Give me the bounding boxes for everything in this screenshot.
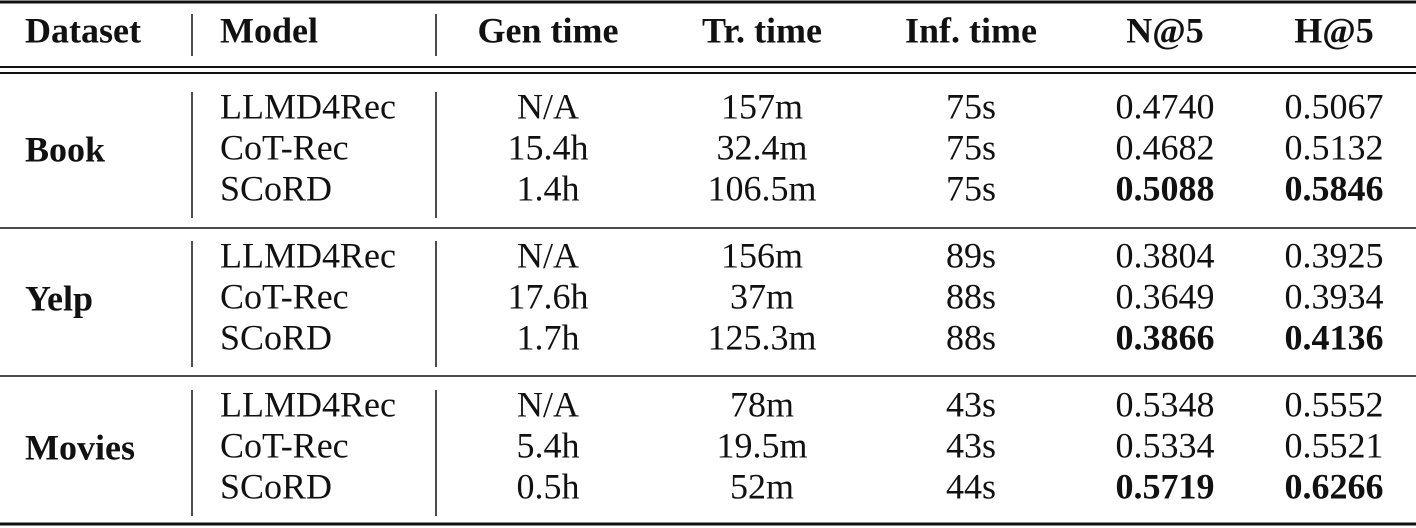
model-name: SCoRD <box>220 466 332 506</box>
cell-value: 44s <box>946 466 996 506</box>
cell-value: 0.5552 <box>1285 384 1384 424</box>
cell-value: 0.3934 <box>1285 276 1384 316</box>
cell-value: 0.3804 <box>1116 235 1215 275</box>
column-header: Dataset <box>25 10 141 50</box>
cell-value: 0.5132 <box>1285 127 1384 167</box>
cell-value: 0.5067 <box>1285 86 1384 126</box>
cell-value: 156m <box>721 235 803 275</box>
model-name: SCoRD <box>220 317 332 357</box>
cell-value: N/A <box>517 384 579 424</box>
dataset-label: Movies <box>25 427 135 467</box>
cell-value: 75s <box>946 86 996 126</box>
dataset-label: Yelp <box>25 278 93 318</box>
cell-value: 1.7h <box>517 317 580 357</box>
dataset-label: Book <box>25 129 105 169</box>
cell-value: 0.5334 <box>1116 425 1215 465</box>
cell-value: 0.5719 <box>1116 466 1215 506</box>
cell-value: 106.5m <box>707 168 816 208</box>
model-name: CoT-Rec <box>220 127 349 167</box>
column-header: N@5 <box>1126 10 1203 50</box>
cell-value: 37m <box>730 276 794 316</box>
cell-value: 43s <box>946 425 996 465</box>
cell-value: 0.5088 <box>1116 168 1215 208</box>
cell-value: 0.3866 <box>1116 317 1215 357</box>
cell-value: 43s <box>946 384 996 424</box>
cell-value: 0.6266 <box>1285 466 1384 506</box>
cell-value: 75s <box>946 168 996 208</box>
cell-value: 0.4136 <box>1285 317 1384 357</box>
cell-value: 32.4m <box>716 127 807 167</box>
cell-value: 1.4h <box>517 168 580 208</box>
model-name: CoT-Rec <box>220 276 349 316</box>
cell-value: 0.5348 <box>1116 384 1215 424</box>
cell-value: N/A <box>517 86 579 126</box>
cell-value: 52m <box>730 466 794 506</box>
cell-value: 0.4682 <box>1116 127 1215 167</box>
model-name: LLMD4Rec <box>220 86 396 126</box>
cell-value: 88s <box>946 317 996 357</box>
model-name: LLMD4Rec <box>220 235 396 275</box>
cell-value: 17.6h <box>508 276 589 316</box>
cell-value: 0.5521 <box>1285 425 1384 465</box>
cell-value: 0.5h <box>517 466 580 506</box>
cell-value: N/A <box>517 235 579 275</box>
cell-value: 157m <box>721 86 803 126</box>
cell-value: 15.4h <box>508 127 589 167</box>
column-header: H@5 <box>1294 10 1374 50</box>
column-header: Inf. time <box>905 10 1037 50</box>
cell-value: 0.3925 <box>1285 235 1384 275</box>
cell-value: 88s <box>946 276 996 316</box>
model-name: CoT-Rec <box>220 425 349 465</box>
cell-value: 75s <box>946 127 996 167</box>
cell-value: 0.3649 <box>1116 276 1215 316</box>
cell-value: 89s <box>946 235 996 275</box>
cell-value: 0.4740 <box>1116 86 1215 126</box>
cell-value: 0.5846 <box>1285 168 1384 208</box>
model-name: LLMD4Rec <box>220 384 396 424</box>
column-header: Tr. time <box>702 10 822 50</box>
column-header: Model <box>220 10 318 50</box>
cell-value: 19.5m <box>716 425 807 465</box>
model-name: SCoRD <box>220 168 332 208</box>
column-header: Gen time <box>478 10 619 50</box>
cell-value: 125.3m <box>707 317 816 357</box>
cell-value: 5.4h <box>517 425 580 465</box>
cell-value: 78m <box>730 384 794 424</box>
